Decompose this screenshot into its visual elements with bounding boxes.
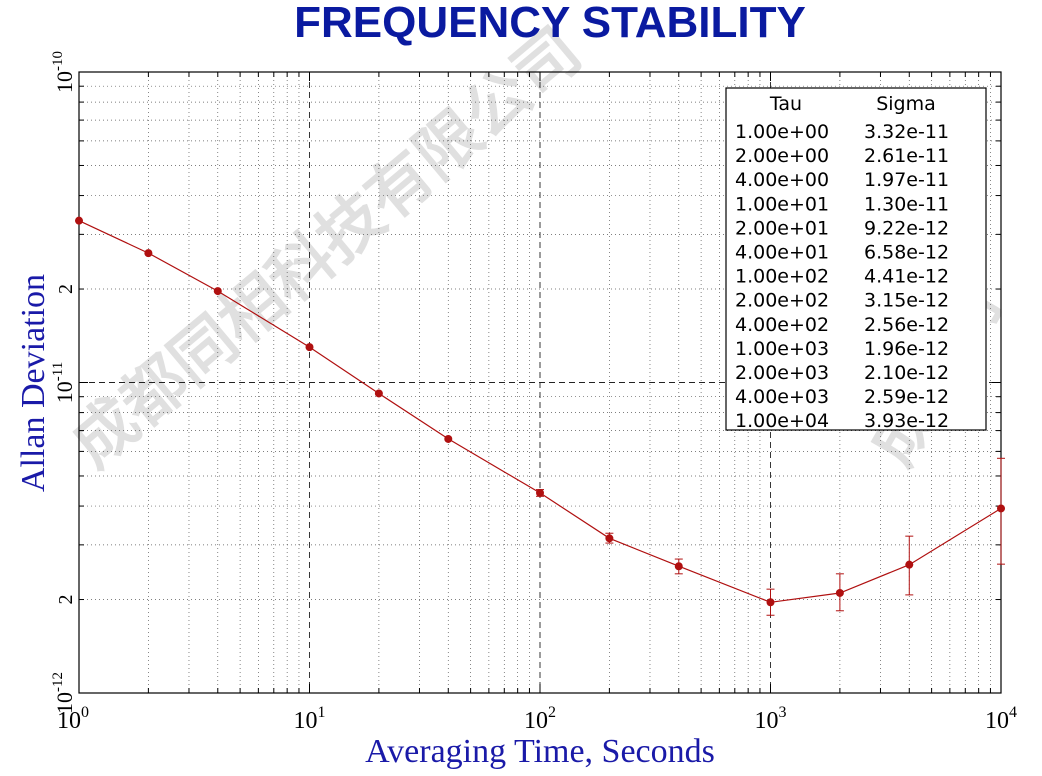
data-point <box>766 598 775 607</box>
chart-title: FREQUENCY STABILITY <box>294 0 806 47</box>
x-tick-base: 10 <box>57 708 81 734</box>
y-tick-label: 2 <box>55 595 77 605</box>
x-tick-label: 104 <box>985 704 1017 734</box>
x-tick-labels: 100 101 102 103 104 <box>57 704 1017 734</box>
y-tick-label: 10-10 <box>50 51 77 93</box>
data-point <box>144 249 153 258</box>
legend-sigma-value: 1.96e-12 <box>864 338 949 360</box>
data-point <box>674 562 683 571</box>
legend-table: Tau Sigma 1.00e+00 3.32e-11 2.00e+00 2.61e-… <box>725 87 987 432</box>
data-points <box>75 216 1005 607</box>
x-tick-exponent: 3 <box>779 704 787 721</box>
legend-sigma-value: 1.30e-11 <box>864 193 949 215</box>
legend-sigma-value: 9.22e-12 <box>864 217 949 239</box>
legend-sigma-value: 2.10e-12 <box>864 362 949 384</box>
y-tick-exponent: -11 <box>50 362 66 381</box>
legend-sigma-value: 3.32e-11 <box>864 121 949 143</box>
y-tick-base: 10 <box>52 381 77 403</box>
x-tick-label: 101 <box>294 704 326 734</box>
legend-tau-value: 4.00e+01 <box>735 242 829 264</box>
legend-box <box>725 87 987 431</box>
y-tick-label: 10-11 <box>50 362 77 403</box>
legend-sigma-value: 3.93e-12 <box>864 410 949 432</box>
y-tick-exponent: -12 <box>50 672 66 692</box>
y-tick-base: 10 <box>52 71 77 93</box>
legend-sigma-value: 1.97e-11 <box>864 169 949 191</box>
legend-tau-value: 1.00e+00 <box>735 121 829 143</box>
legend-header-sigma: Sigma <box>876 93 936 115</box>
data-point <box>997 504 1005 513</box>
legend-sigma-value: 3.15e-12 <box>864 290 949 312</box>
data-point <box>905 560 914 569</box>
frame-ticks <box>78 71 1002 694</box>
x-tick-exponent: 4 <box>1009 704 1017 721</box>
legend-header-tau: Tau <box>769 93 802 115</box>
legend-tau-value: 1.00e+03 <box>735 338 829 360</box>
data-point <box>305 343 314 352</box>
legend-tau-value: 1.00e+01 <box>735 193 829 215</box>
legend-tau-value: 2.00e+03 <box>735 362 829 384</box>
x-tick-label: 102 <box>524 704 556 734</box>
x-tick-base: 10 <box>755 708 779 734</box>
legend-sigma-value: 2.56e-12 <box>864 314 949 336</box>
y-tick-base: 10 <box>52 692 77 714</box>
y-tick-label: 10-12 <box>50 672 77 714</box>
x-tick-exponent: 2 <box>548 704 556 721</box>
data-point <box>835 588 844 597</box>
legend-tau-value: 1.00e+02 <box>735 266 829 288</box>
x-tick-exponent: 0 <box>81 704 89 721</box>
data-point <box>75 216 83 225</box>
x-tick-label: 100 <box>57 704 89 734</box>
y-axis-label: Allan Deviation <box>15 274 52 492</box>
legend-sigma-value: 2.59e-12 <box>864 386 949 408</box>
x-tick-label: 103 <box>755 704 787 734</box>
legend-tau-value: 2.00e+00 <box>735 145 829 167</box>
x-tick-base: 10 <box>985 708 1009 734</box>
legend-tau-value: 4.00e+02 <box>735 314 829 336</box>
data-point <box>536 488 544 497</box>
x-axis-label: Averaging Time, Seconds <box>365 733 715 770</box>
legend-sigma-value: 2.61e-11 <box>864 145 949 167</box>
y-tick-exponent: -10 <box>50 51 66 71</box>
data-point <box>213 287 222 296</box>
legend-tau-value: 1.00e+04 <box>735 410 829 432</box>
x-tick-base: 10 <box>524 708 548 734</box>
x-tick-base: 10 <box>294 708 318 734</box>
legend-sigma-value: 4.41e-12 <box>864 266 949 288</box>
x-tick-exponent: 1 <box>318 704 326 721</box>
legend-tau-value: 2.00e+01 <box>735 217 829 239</box>
legend-sigma-value: 6.58e-12 <box>864 242 949 264</box>
data-point <box>444 434 453 443</box>
data-point <box>374 389 383 398</box>
legend-tau-value: 4.00e+00 <box>735 169 829 191</box>
legend-tau-value: 2.00e+02 <box>735 290 829 312</box>
legend-tau-value: 4.00e+03 <box>735 386 829 408</box>
legend-rows: 1.00e+00 3.32e-11 2.00e+00 2.61e-11 4.00e+00… <box>735 121 949 432</box>
y-tick-label: 2 <box>55 284 77 294</box>
error-bars <box>536 457 1005 616</box>
data-point <box>605 534 614 543</box>
